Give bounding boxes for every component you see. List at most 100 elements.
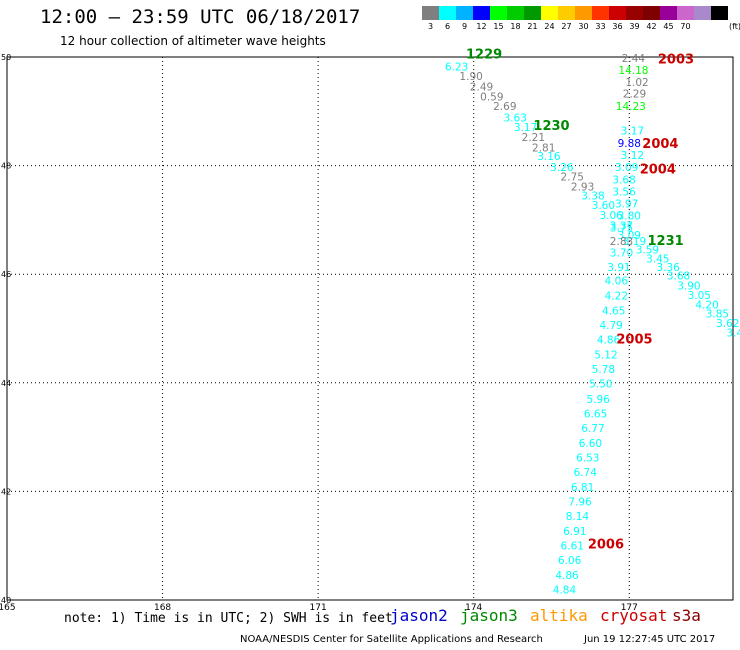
track-id-label: 2004 — [640, 163, 676, 178]
swh-data-label: 3.17 — [514, 122, 537, 134]
swh-data-label: 1.02 — [625, 77, 648, 89]
swh-data-label: 4.79 — [599, 320, 622, 332]
plot-frame — [6, 56, 734, 601]
swh-data-label: 6.61 — [561, 541, 584, 553]
legend-label: 6 — [444, 22, 451, 31]
swh-data-label: 4.86 — [597, 335, 621, 347]
swh-data-label: 4.22 — [605, 291, 628, 303]
swh-data-label: 5.96 — [586, 394, 610, 406]
swh-data-label: 3.16 — [537, 151, 561, 163]
track-id-label: 1230 — [533, 119, 569, 134]
legend-label: 42 — [646, 22, 657, 31]
swh-data-label: 6.06 — [558, 555, 582, 567]
swh-data-label: 3.68 — [612, 175, 635, 187]
legend-swatch — [439, 6, 456, 20]
legend-label: 36 — [612, 22, 623, 31]
track-id-label: 2006 — [588, 537, 624, 552]
swh-data-label: 5.50 — [589, 379, 612, 391]
swh-data-label: 4.20 — [695, 299, 718, 311]
legend-swatch — [507, 6, 524, 20]
legend-label: 12 — [476, 22, 487, 31]
satellite-cryosat: cryosat — [600, 606, 668, 625]
legend-swatch — [626, 6, 643, 20]
swh-data-label: 6.23 — [445, 62, 468, 74]
swh-data-label: 3.09 — [618, 230, 641, 242]
legend-label: 21 — [527, 22, 538, 31]
swh-data-label: 3.26 — [550, 162, 574, 174]
satellite-jason2: jason2 — [390, 606, 448, 625]
legend-swatch — [524, 6, 541, 20]
legend-swatch — [609, 6, 626, 20]
swh-data-label: 3.19 — [623, 236, 646, 248]
y-tick-label: 44 — [1, 379, 11, 388]
swh-data-label: 3.85 — [706, 309, 729, 321]
legend-swatch — [490, 6, 507, 20]
footer-note: note: 1) Time is in UTC; 2) SWH is in fe… — [64, 611, 393, 626]
swh-data-label: 6.77 — [581, 423, 604, 435]
y-tick-label: 48 — [1, 162, 11, 171]
color-scale-unit: (ft) — [729, 22, 740, 31]
swh-data-label: 3.12 — [621, 150, 644, 162]
swh-data-label: 4.06 — [605, 276, 629, 288]
chart-subtitle: 12 hour collection of altimeter wave hei… — [60, 34, 326, 48]
swh-data-label: 2.93 — [571, 182, 594, 194]
swh-data-label: 2.29 — [623, 89, 646, 101]
legend-swatch — [660, 6, 677, 20]
swh-data-label: 8.14 — [566, 511, 590, 523]
swh-data-label: 3.90 — [677, 280, 700, 292]
swh-data-label: 3.41 — [726, 328, 740, 340]
swh-data-label: 4.86 — [555, 570, 579, 582]
swh-data-label: 3.80 — [618, 210, 641, 222]
legend-swatch — [541, 6, 558, 20]
legend-swatch — [711, 6, 728, 20]
legend-swatch — [677, 6, 694, 20]
swh-data-label: 3.62 — [716, 318, 739, 330]
x-tick-label: 177 — [621, 603, 638, 613]
track-id-label: 2005 — [616, 333, 652, 348]
swh-data-label: 3.70 — [610, 247, 633, 259]
x-tick-label: 171 — [310, 603, 327, 613]
swh-data-label: 3.75 — [610, 222, 633, 234]
legend-swatch — [422, 6, 439, 20]
swh-data-label: 2.49 — [470, 82, 493, 94]
legend-label: 3 — [427, 22, 434, 31]
swh-data-label: 0.59 — [480, 91, 503, 103]
swh-data-label: 6.91 — [563, 526, 586, 538]
swh-data-label: 6.53 — [576, 453, 599, 465]
legend-swatch — [558, 6, 575, 20]
swh-data-label: 3.06 — [599, 210, 623, 222]
track-id-label: 2003 — [658, 53, 694, 68]
swh-data-label: 7.96 — [568, 497, 592, 509]
swh-data-label: 3.45 — [646, 253, 669, 265]
swh-data-label: 14.18 — [618, 65, 648, 77]
x-tick-label: 174 — [465, 603, 482, 613]
swh-data-label: 3.60 — [592, 200, 615, 212]
swh-data-label: 1.90 — [459, 71, 482, 83]
swh-data-label: 5.12 — [594, 349, 617, 361]
legend-label: 9 — [461, 22, 468, 31]
legend-label: 30 — [578, 22, 589, 31]
legend-swatch — [643, 6, 660, 20]
legend-swatch — [575, 6, 592, 20]
track-id-label: 1229 — [466, 48, 502, 63]
y-tick-label: 46 — [1, 270, 11, 279]
x-tick-label: 165 — [0, 603, 16, 613]
swh-data-label: 3.09 — [615, 162, 638, 174]
swh-data-label: 2.69 — [493, 101, 516, 113]
legend-label: 24 — [544, 22, 555, 31]
swh-data-label: 3.56 — [612, 186, 636, 198]
color-scale-labels: 3 6 9 12 15 18 21 24 27 30 33 36 39 42 45 70 — [422, 22, 694, 34]
legend-swatch — [592, 6, 609, 20]
swh-data-label: 2.81 — [532, 142, 555, 154]
legend-swatch — [694, 6, 711, 20]
satellite-s3a: s3a — [672, 606, 701, 625]
swh-data-label: 2.44 — [622, 53, 646, 65]
legend-label: 27 — [561, 22, 572, 31]
track-id-label: 2004 — [642, 137, 678, 152]
color-scale-legend — [422, 6, 728, 20]
swh-data-label: 3.97 — [615, 198, 638, 210]
footer-timestamp: Jun 19 12:27:45 UTC 2017 — [584, 634, 716, 645]
satellite-jason3: jason3 — [460, 606, 518, 625]
swh-data-label: 3.05 — [688, 290, 711, 302]
